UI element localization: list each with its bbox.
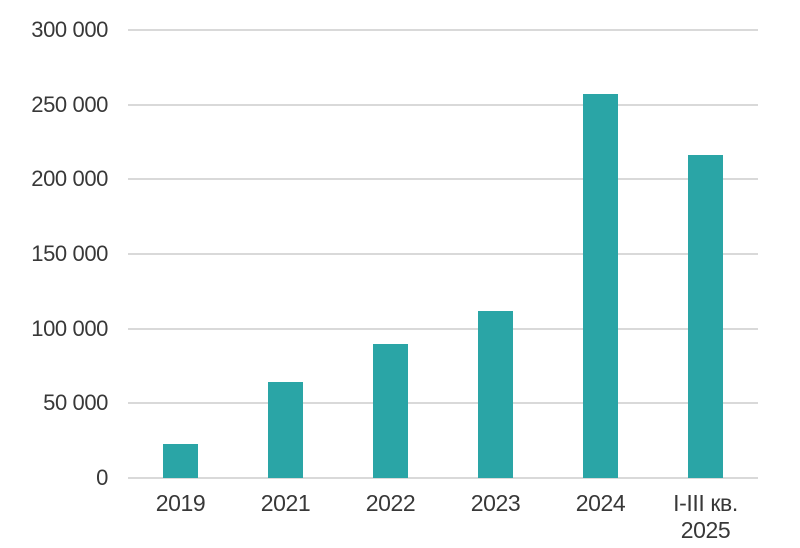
y-axis-tick-label: 250 000 [31, 91, 108, 117]
y-axis-tick-label: 200 000 [31, 166, 108, 192]
bar-2023 [478, 310, 513, 478]
bar-I-III кв.-2025 [688, 155, 723, 478]
gridline [128, 402, 758, 405]
x-axis-tick-label: 2022 [365, 490, 416, 516]
gridline [128, 103, 758, 106]
gridline [128, 477, 758, 479]
plot-area [128, 29, 758, 479]
gridline [128, 29, 758, 31]
gridline [128, 327, 758, 330]
bar-2021 [268, 382, 303, 478]
x-axis-tick-label: 2023 [470, 490, 521, 516]
x-axis-tick-label: 2021 [260, 490, 311, 516]
x-axis-tick-label: 2019 [155, 490, 206, 516]
y-axis-tick-label: 100 000 [31, 315, 108, 341]
gridline [128, 178, 758, 181]
x-axis-tick-label: 2024 [575, 490, 626, 516]
x-axis-tick-label: I-III кв. 2025 [673, 490, 738, 543]
y-axis-tick-label: 300 000 [31, 17, 108, 42]
y-axis-tick-label: 50 000 [43, 390, 108, 416]
bar-2024 [583, 94, 618, 478]
y-axis-tick-label: 0 [96, 465, 108, 490]
bar-2019 [163, 443, 198, 478]
y-axis-tick-label: 150 000 [31, 241, 108, 266]
bar-2022 [373, 343, 408, 478]
gridline [128, 253, 758, 255]
